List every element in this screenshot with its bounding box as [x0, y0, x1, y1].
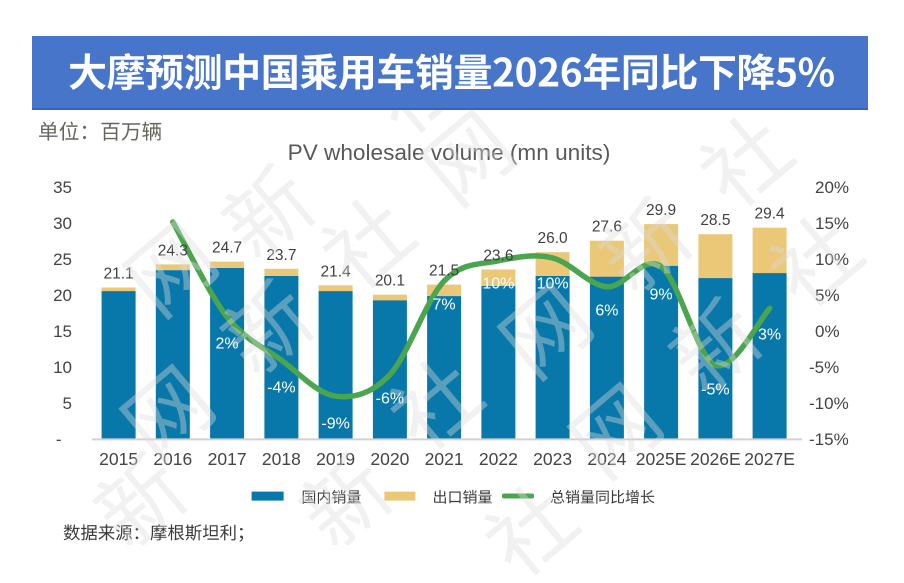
- svg-text:2018: 2018: [262, 449, 301, 469]
- svg-text:6%: 6%: [595, 303, 618, 320]
- svg-text:30: 30: [53, 214, 72, 233]
- svg-text:28.5: 28.5: [700, 212, 730, 229]
- svg-text:2027E: 2027E: [744, 449, 795, 469]
- svg-text:7%: 7%: [433, 297, 456, 314]
- svg-text:3%: 3%: [758, 327, 781, 344]
- svg-text:-9%: -9%: [321, 416, 349, 433]
- svg-text:-10%: -10%: [809, 394, 849, 413]
- svg-text:2026E: 2026E: [690, 449, 741, 469]
- svg-text:15: 15: [53, 322, 72, 341]
- svg-text:21.5: 21.5: [429, 263, 459, 280]
- svg-text:0%: 0%: [815, 322, 840, 341]
- svg-text:2%: 2%: [216, 336, 239, 353]
- svg-text:20%: 20%: [815, 178, 849, 197]
- svg-text:2020: 2020: [370, 449, 409, 469]
- svg-text:23.6: 23.6: [483, 248, 513, 265]
- svg-text:-4%: -4%: [267, 380, 295, 397]
- svg-text:24.7: 24.7: [212, 240, 242, 257]
- svg-text:5: 5: [63, 394, 72, 413]
- svg-text:29.4: 29.4: [755, 206, 786, 223]
- svg-text:-: -: [56, 430, 62, 449]
- svg-text:26.0: 26.0: [538, 230, 569, 247]
- svg-text:2022: 2022: [479, 449, 518, 469]
- svg-text:2021: 2021: [425, 449, 464, 469]
- svg-text:2017: 2017: [208, 449, 247, 469]
- svg-text:20.1: 20.1: [375, 273, 405, 290]
- svg-text:-5%: -5%: [809, 358, 839, 377]
- svg-text:15%: 15%: [815, 214, 849, 233]
- svg-text:20: 20: [53, 286, 72, 305]
- svg-text:2015: 2015: [99, 449, 138, 469]
- svg-text:10%: 10%: [482, 276, 514, 293]
- svg-text:10: 10: [53, 358, 72, 377]
- svg-text:25: 25: [53, 250, 72, 269]
- svg-text:-15%: -15%: [809, 430, 849, 449]
- svg-text:35: 35: [53, 178, 72, 197]
- svg-text:9%: 9%: [650, 287, 673, 304]
- svg-text:2025E: 2025E: [636, 449, 687, 469]
- svg-text:2023: 2023: [533, 449, 572, 469]
